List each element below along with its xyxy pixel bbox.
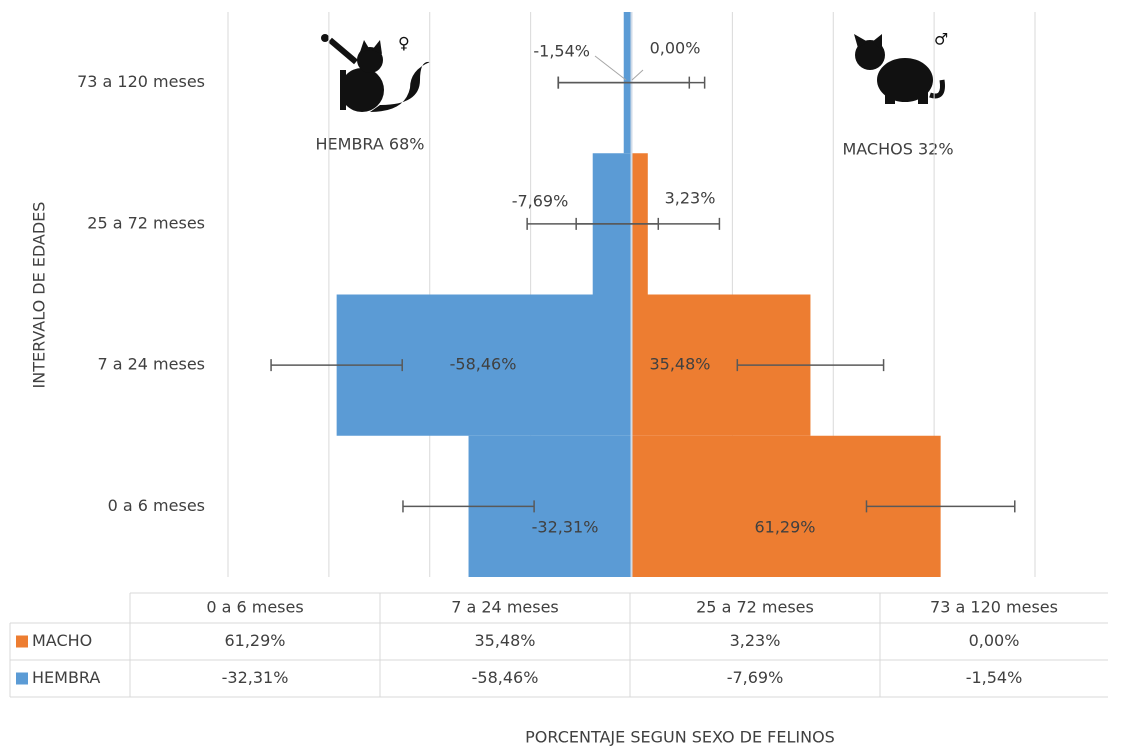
y-axis-title: INTERVALO DE EDADES	[30, 202, 49, 389]
legend-swatch	[16, 635, 28, 648]
data-label: -32,31%	[532, 518, 599, 537]
legend-label: HEMBRA	[32, 668, 100, 687]
data-label: -7,69%	[512, 192, 569, 211]
legend-label: MACHO	[32, 631, 92, 650]
table-header: 25 a 72 meses	[696, 598, 814, 617]
leader-line	[631, 69, 644, 81]
error-bar	[270, 359, 403, 372]
male-cat-icon: ♂	[854, 30, 948, 104]
y-tick-label: 73 a 120 meses	[77, 72, 205, 91]
leader-line	[594, 55, 627, 81]
table-cell: -32,31%	[222, 668, 289, 687]
legend-swatch	[16, 672, 28, 685]
error-bar	[865, 500, 1016, 513]
error-bar	[402, 500, 535, 513]
data-label: 35,48%	[649, 355, 710, 374]
table-header: 0 a 6 meses	[206, 598, 303, 617]
table-header: 7 a 24 meses	[451, 598, 559, 617]
data-label: -1,54%	[533, 42, 590, 61]
male-symbol: ♂	[934, 30, 948, 49]
female-cat-icon: ♀	[321, 34, 430, 112]
annotation: MACHOS 32%	[842, 140, 953, 159]
annotation: HEMBRA 68%	[316, 135, 425, 154]
female-symbol: ♀	[398, 34, 410, 53]
error-bar	[526, 217, 660, 230]
table-cell: 61,29%	[224, 631, 285, 650]
error-bar	[736, 359, 885, 372]
data-label: -58,46%	[450, 355, 517, 374]
table-cell: 0,00%	[969, 631, 1020, 650]
x-axis-title: PORCENTAJE SEGUN SEXO DE FELINOS	[525, 728, 835, 747]
error-bar	[557, 76, 691, 89]
table-cell: 35,48%	[474, 631, 535, 650]
y-tick-label: 25 a 72 meses	[87, 213, 205, 232]
table-cell: 3,23%	[730, 631, 781, 650]
table-cell: -58,46%	[472, 668, 539, 687]
data-label: 0,00%	[650, 39, 701, 58]
y-tick-label: 0 a 6 meses	[108, 496, 205, 515]
y-tick-label: 7 a 24 meses	[97, 355, 205, 374]
data-label: 3,23%	[665, 189, 716, 208]
table-cell: -1,54%	[966, 668, 1023, 687]
table-cell: -7,69%	[727, 668, 784, 687]
data-label: 61,29%	[754, 518, 815, 537]
table-header: 73 a 120 meses	[930, 598, 1058, 617]
